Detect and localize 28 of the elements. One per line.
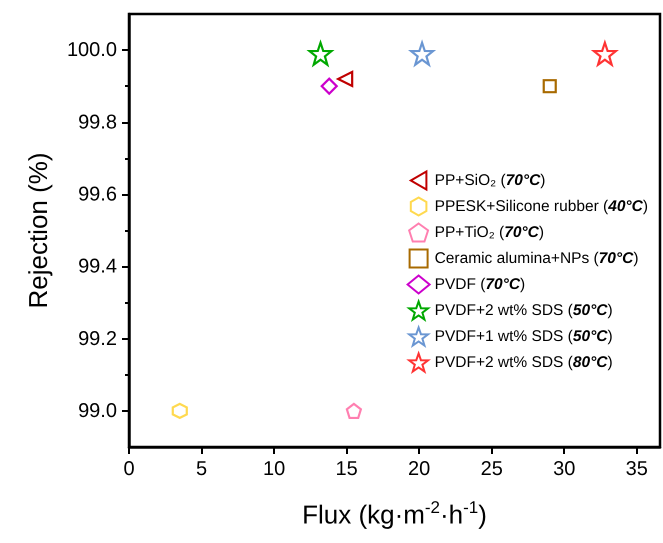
y-axis-title: Rejection (%) <box>23 152 53 309</box>
point <box>172 402 188 420</box>
y-tick-label: 99.4 <box>78 256 117 278</box>
legend-label: PP+SiO₂ (70°C) <box>434 172 546 189</box>
legend-label: PVDF (70°C) <box>434 276 526 293</box>
legend-label: PVDF+2 wt% SDS (80°C) <box>434 354 613 371</box>
y-tick-label: 99.8 <box>78 111 117 134</box>
y-tick-label: 99.2 <box>78 328 117 350</box>
legend-label: PVDF+2 wt% SDS (50°C) <box>434 302 613 319</box>
x-tick-label: 5 <box>196 458 208 480</box>
x-tick-label: 0 <box>123 458 135 480</box>
legend-label: PVDF+1 wt% SDS (50°C) <box>434 328 613 345</box>
x-tick-label: 20 <box>408 458 430 480</box>
legend-label: PPESK+Silicone rubber (40°C) <box>434 198 648 215</box>
legend-label: PP+TiO₂ (70°C) <box>434 224 544 241</box>
x-tick-label: 10 <box>262 458 286 480</box>
y-tick-label: 100.0 <box>66 39 117 62</box>
y-tick-label: 99.6 <box>78 183 117 206</box>
y-tick-label: 99.0 <box>78 400 117 422</box>
point <box>337 70 354 88</box>
point <box>320 78 338 95</box>
x-tick-label: 30 <box>553 458 576 480</box>
point <box>542 79 557 94</box>
legend-label: Ceramic alumina+NPs (70°C) <box>434 250 638 267</box>
x-tick-label: 35 <box>626 458 648 480</box>
x-tick-label: 25 <box>480 458 503 480</box>
point <box>346 402 362 420</box>
x-tick-label: 15 <box>336 458 358 480</box>
